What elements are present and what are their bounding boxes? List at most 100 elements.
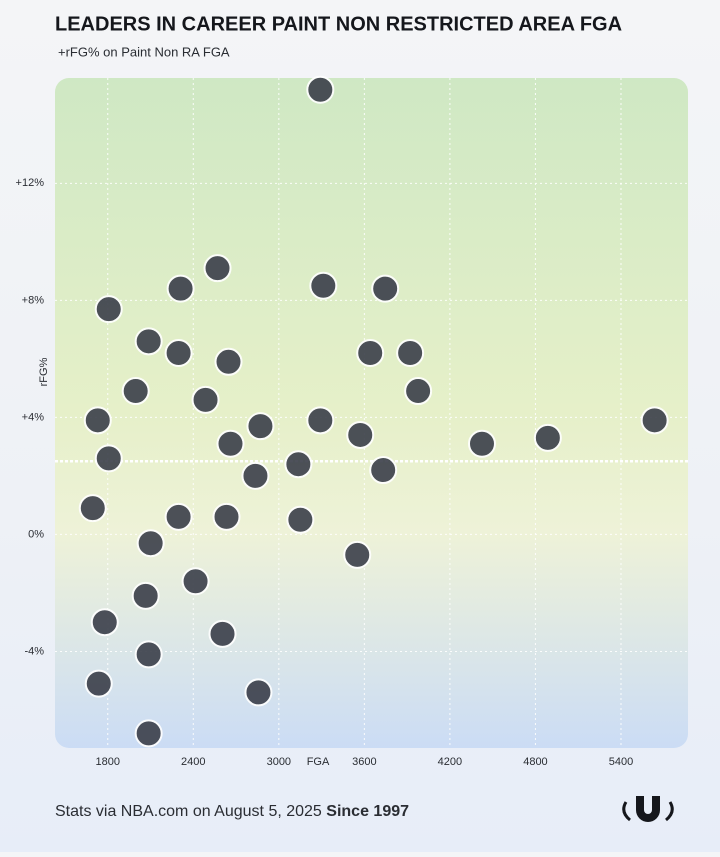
x-tick-label: 2400 [181, 756, 205, 768]
player-marker [306, 75, 335, 104]
point [136, 529, 165, 558]
footer-bold: Since 1997 [326, 803, 409, 820]
point [244, 678, 273, 707]
player-marker [346, 420, 375, 449]
player-marker [94, 295, 123, 324]
player-marker [640, 406, 669, 435]
x-tick-label: 4200 [438, 756, 462, 768]
x-tick-label: 1800 [96, 756, 120, 768]
player-marker [467, 429, 496, 458]
point [309, 271, 338, 300]
point [212, 502, 241, 531]
point [214, 347, 243, 376]
player-marker [369, 456, 398, 485]
player-marker [181, 567, 210, 596]
x-axis-label: FGA [307, 756, 330, 768]
player-marker [134, 719, 163, 748]
chart-subtitle: +rFG% on Paint Non RA FGA [58, 44, 230, 59]
player-marker [136, 529, 165, 558]
point [84, 669, 113, 698]
point [533, 423, 562, 452]
point [346, 420, 375, 449]
y-tick-label: +8% [22, 294, 45, 306]
player-marker [356, 339, 385, 368]
point [246, 412, 275, 441]
point [467, 429, 496, 458]
point [216, 429, 245, 458]
player-marker [83, 406, 112, 435]
player-marker [212, 502, 241, 531]
point [286, 505, 315, 534]
player-marker [131, 581, 160, 610]
point [306, 75, 335, 104]
player-marker [121, 377, 150, 406]
point [134, 719, 163, 748]
point [166, 274, 195, 303]
point [131, 581, 160, 610]
point [191, 385, 220, 414]
point [284, 450, 313, 479]
point [134, 327, 163, 356]
point [371, 274, 400, 303]
player-marker [134, 640, 163, 669]
player-marker [309, 271, 338, 300]
point [94, 444, 123, 473]
player-marker [191, 385, 220, 414]
point [208, 619, 237, 648]
point [203, 254, 232, 283]
footer-source: Stats via NBA.com on August 5, 2025 Sinc… [55, 803, 409, 820]
player-marker [286, 505, 315, 534]
y-tick-label: 0% [28, 528, 44, 540]
y-tick-label: +4% [22, 411, 45, 423]
y-tick-label: -4% [24, 645, 44, 657]
player-marker [94, 444, 123, 473]
player-marker [78, 494, 107, 523]
point [356, 339, 385, 368]
x-tick-label: 4800 [523, 756, 547, 768]
point [134, 640, 163, 669]
point [121, 377, 150, 406]
player-marker [533, 423, 562, 452]
plot-area [55, 78, 688, 748]
point [83, 406, 112, 435]
player-marker [404, 377, 433, 406]
point [404, 377, 433, 406]
logo [622, 796, 674, 822]
player-marker [371, 274, 400, 303]
player-marker [214, 347, 243, 376]
point [241, 461, 270, 490]
player-marker [244, 678, 273, 707]
player-marker [166, 274, 195, 303]
player-marker [90, 608, 119, 637]
player-marker [84, 669, 113, 698]
player-marker [164, 502, 193, 531]
player-marker [396, 339, 425, 368]
point [164, 339, 193, 368]
player-marker [241, 461, 270, 490]
player-marker [343, 540, 372, 569]
point [343, 540, 372, 569]
point [306, 406, 335, 435]
point [181, 567, 210, 596]
player-marker [216, 429, 245, 458]
point [396, 339, 425, 368]
x-tick-label: 3000 [267, 756, 291, 768]
player-marker [306, 406, 335, 435]
point [78, 494, 107, 523]
y-axis-label: rFG% [38, 357, 50, 386]
x-tick-label: 5400 [609, 756, 633, 768]
point [164, 502, 193, 531]
chart-title: LEADERS IN CAREER PAINT NON RESTRICTED A… [55, 13, 622, 35]
player-marker [208, 619, 237, 648]
player-marker [203, 254, 232, 283]
point [640, 406, 669, 435]
point [90, 608, 119, 637]
player-marker [246, 412, 275, 441]
point [369, 456, 398, 485]
player-marker [284, 450, 313, 479]
y-tick-label: +12% [16, 177, 45, 189]
x-tick-label: 3600 [352, 756, 376, 768]
footer-text: Stats via NBA.com on August 5, 2025 [55, 803, 322, 820]
point [94, 295, 123, 324]
